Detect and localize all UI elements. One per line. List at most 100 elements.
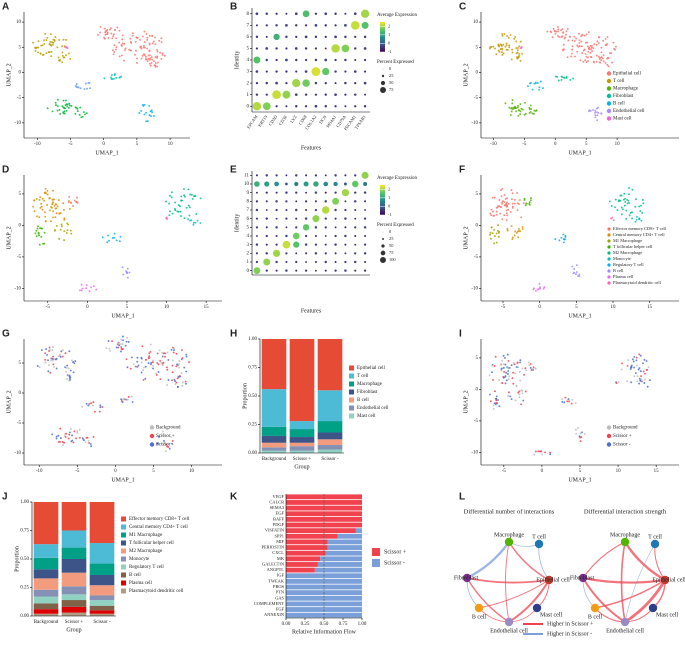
umap-cell <box>511 102 514 105</box>
bar-segment <box>33 603 59 610</box>
legend-label: T cell <box>357 374 369 379</box>
umap-cell <box>558 239 561 242</box>
umap-cell <box>88 290 91 293</box>
umap-cell <box>162 430 164 433</box>
umap-cell <box>52 198 54 201</box>
legend-swatch <box>606 442 612 447</box>
umap-cell <box>67 106 70 109</box>
umap-cell <box>65 366 68 369</box>
umap-cell <box>62 99 65 102</box>
umap-cell <box>121 38 124 41</box>
umap-cell <box>527 361 530 364</box>
legend-swatch <box>607 245 611 249</box>
umap-cell <box>68 102 71 105</box>
umap-cell <box>124 344 127 347</box>
dot <box>344 252 347 255</box>
dot <box>354 234 357 238</box>
umap-cell <box>179 205 181 208</box>
node-label: Endothelial cell <box>490 628 528 634</box>
network-edge <box>508 579 550 623</box>
umap-cell <box>67 52 70 55</box>
umap-cell <box>59 113 62 115</box>
umap-cell <box>156 352 159 355</box>
panel-letter: K <box>230 492 238 503</box>
umap-cell <box>515 385 518 388</box>
umap-cell <box>162 361 165 364</box>
dot <box>324 243 327 246</box>
umap-cell <box>107 234 110 237</box>
umap-cell <box>52 201 55 204</box>
x-axis-label: Relative Information Flow <box>292 628 357 635</box>
dot <box>363 191 367 194</box>
umap-cell <box>69 201 72 204</box>
umap-cell <box>115 346 118 349</box>
umap-cell <box>51 359 54 362</box>
umap-cell <box>134 365 137 368</box>
umap-cell <box>143 103 146 106</box>
dot <box>364 209 367 211</box>
umap-cell <box>120 348 123 350</box>
umap-cell <box>86 87 89 90</box>
umap-cell <box>135 61 138 64</box>
y-tick-label: 4 <box>247 234 250 239</box>
umap-cell <box>69 376 72 379</box>
dot <box>314 35 318 39</box>
umap-cell <box>587 31 590 34</box>
dot <box>334 174 337 177</box>
umap-cell <box>48 364 51 367</box>
umap-cell <box>72 441 75 444</box>
umap-cell <box>148 50 151 53</box>
umap-cell <box>65 432 68 435</box>
y-tick-label: ANNEXIN <box>264 612 285 617</box>
dot <box>273 33 280 41</box>
umap-cell <box>142 44 145 47</box>
umap-cell <box>517 104 520 107</box>
dot <box>314 104 318 108</box>
umap-cell <box>81 405 84 408</box>
umap-cell <box>61 349 64 352</box>
dot <box>341 44 350 53</box>
umap-cell <box>66 378 68 380</box>
dot <box>302 10 310 18</box>
umap-cell <box>188 214 191 217</box>
umap-cell <box>42 39 45 42</box>
umap-cell <box>490 46 493 48</box>
dot <box>324 217 327 220</box>
umap-cell <box>488 374 491 377</box>
bar-segment <box>61 559 87 573</box>
dot <box>265 252 268 255</box>
y-tick-label: 2 <box>247 251 250 256</box>
bar-segment <box>286 550 326 556</box>
umap-cell <box>106 28 109 31</box>
umap-cell <box>68 350 71 353</box>
umap-cell <box>63 217 66 220</box>
umap-cell <box>61 54 64 57</box>
network-node <box>648 603 658 613</box>
legend-label: M1 Macrophage <box>613 238 642 243</box>
dot <box>314 226 318 229</box>
umap-cell <box>59 440 61 443</box>
umap-cell <box>119 235 122 238</box>
umap-cell <box>146 47 149 50</box>
legend-swatch <box>121 556 126 562</box>
dot <box>354 174 357 177</box>
umap-cell <box>51 203 54 206</box>
dot <box>285 226 288 229</box>
umap-cell <box>180 349 183 351</box>
umap-cell <box>99 406 102 409</box>
umap-cell <box>491 196 494 199</box>
umap-cell <box>81 115 84 118</box>
umap-cell <box>561 400 564 403</box>
dot <box>255 82 259 85</box>
umap-cell <box>62 444 65 447</box>
bar-segment <box>327 539 362 545</box>
umap-cell <box>505 219 508 222</box>
umap-cell <box>574 55 576 58</box>
umap-cell <box>147 57 150 60</box>
bar-segment <box>89 585 115 596</box>
umap-cell <box>156 56 159 59</box>
umap-cell <box>147 362 150 365</box>
umap-cell <box>44 211 47 214</box>
x-axis-label: UMAP_1 <box>111 313 134 319</box>
umap-cell <box>68 433 71 436</box>
